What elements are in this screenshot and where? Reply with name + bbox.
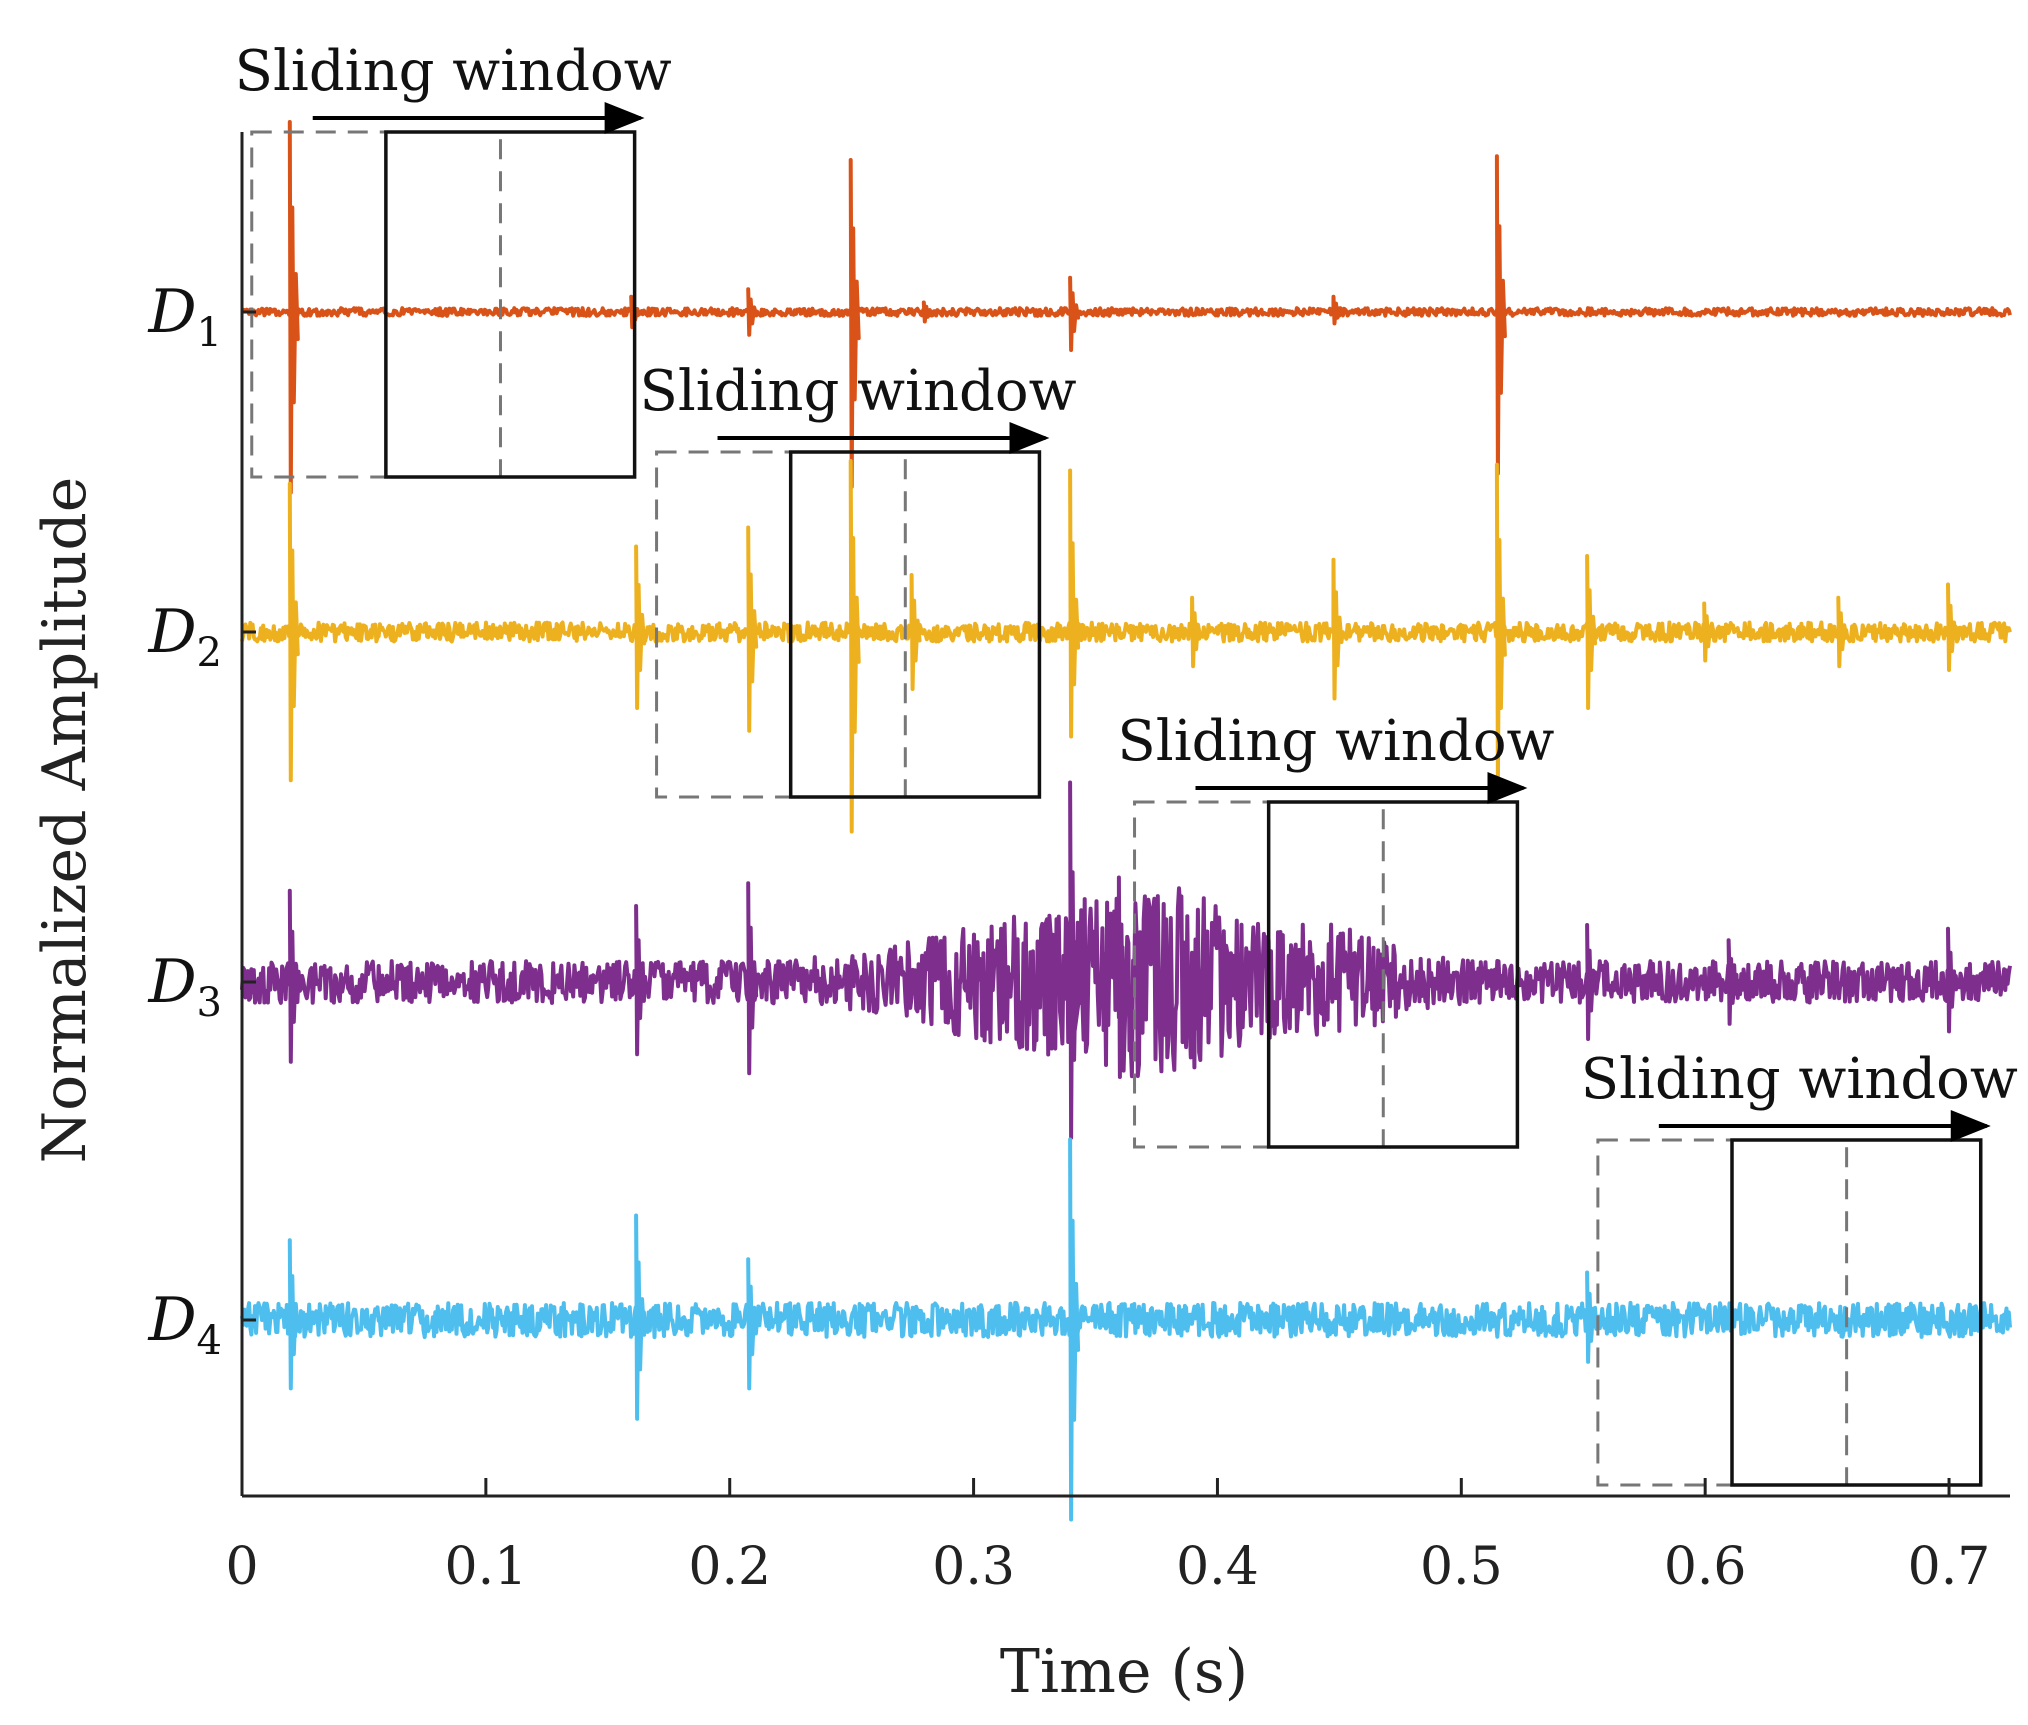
x-tick-label: 0.4 [1176,1537,1259,1597]
channel-label-D4: D4 [147,1285,222,1364]
x-tick-label: 0.3 [932,1537,1015,1597]
window-current-box [1730,1138,1983,1487]
channel-label-D3: D3 [147,947,222,1026]
window-current-box [1266,800,1520,1149]
x-axis-title: Time (s) [1000,1637,1248,1707]
window-current-box [788,450,1042,799]
signal-traces [240,120,2012,1522]
x-tick-label: 0.1 [445,1537,528,1597]
window-previous-box [655,450,907,799]
window-label: Sliding window [639,359,1076,424]
sliding-window-3: Sliding window [1117,709,1555,1149]
series-line-D3 [240,780,2012,1140]
sliding-window-1: Sliding window [235,39,672,479]
sliding-windows: Sliding window Sliding window Sliding wind… [235,39,2018,1487]
x-tick-label: 0.2 [688,1537,771,1597]
window-current-box [384,130,637,479]
axes [240,132,2010,1498]
channel-labels: D1 D2 D3 D4 [147,277,222,1364]
sliding-window-4: Sliding window [1581,1047,2018,1487]
window-label: Sliding window [1117,709,1554,774]
window-previous-box [1596,1138,1849,1487]
channel-label-D1: D1 [147,277,222,356]
window-previous-box [250,130,502,479]
window-previous-box [1133,800,1385,1149]
window-label: Sliding window [1581,1047,2018,1112]
channel-label-D2: D2 [147,597,222,676]
x-tick-label: 0 [225,1537,258,1597]
x-ticks: 0 0.1 0.2 0.3 0.4 0.5 0.6 0.7 [225,310,1991,1597]
series-line-D1 [241,120,2012,495]
series-line-D4 [240,1137,2012,1522]
x-tick-label: 0.7 [1908,1537,1991,1597]
window-label: Sliding window [235,39,672,104]
x-tick-label: 0.6 [1664,1537,1747,1597]
x-tick-label: 0.5 [1420,1537,1503,1597]
series-line-D2 [240,459,2012,834]
y-axis-title: Normalized Amplitude [30,477,100,1164]
sliding-window-2: Sliding window [639,359,1077,799]
